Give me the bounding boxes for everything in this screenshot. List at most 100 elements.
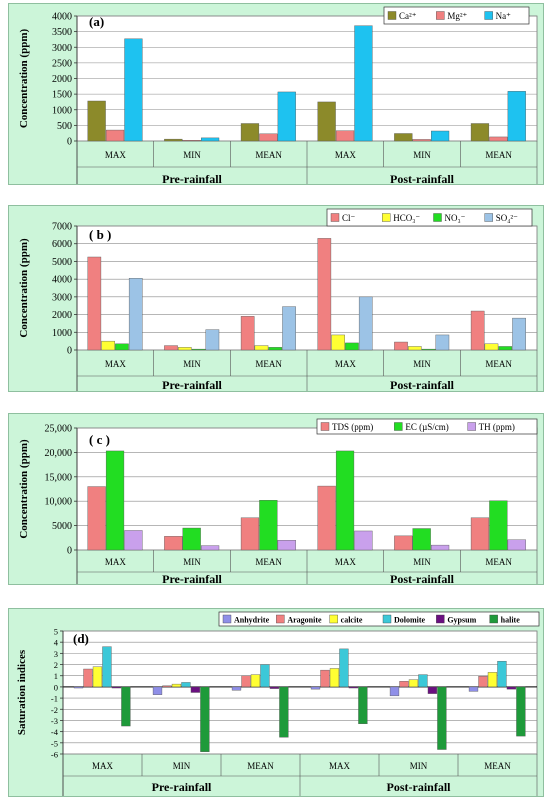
bar [468, 686, 479, 692]
bar [512, 317, 526, 351]
legend-label: Aragonite [287, 616, 322, 625]
bar [105, 450, 125, 551]
y-tick-label: 5 [54, 627, 58, 637]
y-tick-label: 3000 [52, 292, 72, 303]
bar [354, 25, 373, 142]
category-label: MEAN [485, 150, 512, 160]
legend-swatch [387, 11, 397, 20]
legend-label: calcite [341, 616, 363, 625]
plot-area [76, 427, 538, 551]
legend-label: Cl⁻ [342, 213, 356, 223]
y-tick-label: 25,000 [45, 424, 73, 435]
y-tick-label: 0 [67, 346, 72, 357]
legend-swatch [222, 614, 232, 624]
legend-swatch [382, 614, 392, 624]
legend-label: Gypsum [447, 616, 476, 625]
category-label: MAX [92, 761, 114, 771]
category-label: MEAN [485, 557, 512, 567]
bar [182, 140, 201, 142]
bar [254, 345, 269, 351]
legend-swatch [394, 422, 403, 431]
bar [87, 256, 102, 351]
bar [259, 133, 278, 142]
bar [470, 123, 490, 142]
category-label: MIN [183, 557, 201, 567]
legend-swatch [329, 614, 338, 624]
chart-a: 0 500 1000 1500 2000 2500 3000 3500 4000 MAX MIN ME… [18, 6, 538, 184]
y-tick-label: -3 [51, 716, 58, 726]
y-tick-label: 500 [57, 121, 72, 132]
panel-label: ( c ) [89, 432, 110, 447]
bar [506, 686, 517, 690]
bar [408, 346, 422, 351]
bar [317, 485, 336, 551]
bar [182, 527, 201, 551]
bar [240, 517, 260, 551]
bar [73, 686, 84, 689]
y-tick-label: 20,000 [45, 448, 73, 459]
y-tick-label: -5 [51, 738, 58, 748]
bar [507, 539, 526, 551]
category-label: MAX [105, 150, 127, 160]
y-tick-label: 1500 [52, 90, 72, 101]
bar [152, 686, 163, 695]
bar [282, 306, 296, 351]
bar [279, 686, 289, 738]
category-label: MAX [335, 150, 357, 160]
category-label: MIN [410, 761, 428, 771]
group-label: Post-rainfall [390, 378, 455, 391]
bar [101, 340, 115, 351]
y-tick-label: 0 [67, 546, 72, 557]
y-tick-label: 2 [54, 660, 58, 670]
chart-panel-b: 0 1000 2000 3000 4000 5000 6000 7000 MAX MIN MEAN M… [8, 205, 544, 392]
legend [326, 208, 533, 227]
bar [331, 334, 345, 351]
bar [345, 342, 359, 351]
bar [437, 686, 447, 750]
plot-area [62, 630, 538, 755]
bar [164, 138, 183, 142]
bar [418, 674, 428, 688]
bar [394, 133, 413, 142]
group-label: Pre-rainfall [162, 378, 222, 391]
bar [489, 136, 508, 142]
y-tick-label: 2000 [52, 74, 72, 85]
bar [310, 686, 321, 690]
category-label: MEAN [255, 557, 282, 567]
legend-label: Ca²⁺ [399, 11, 417, 21]
bar [470, 517, 490, 551]
group-label: Pre-rainfall [162, 172, 222, 184]
y-tick-label: 2000 [52, 310, 72, 321]
category-label: MEAN [247, 761, 274, 771]
bar [191, 348, 206, 351]
y-tick-label: -6 [51, 750, 58, 760]
category-label: MAX [105, 359, 127, 369]
legend-label: Mg²⁺ [447, 11, 467, 21]
y-tick-label: 1000 [52, 328, 72, 339]
bar [87, 100, 106, 142]
group-label: Post-rainfall [390, 172, 455, 184]
legend-label: SO₄²⁻ [496, 213, 518, 223]
y-tick-label: 3000 [52, 43, 72, 54]
chart-c: 0 5000 10,000 15,000 20,000 25,000 MAX MIN MEAN M… [18, 418, 538, 584]
chart-b: 0 1000 2000 3000 4000 5000 6000 7000 MAX MIN MEAN M… [18, 208, 538, 391]
y-tick-label: -4 [51, 727, 59, 737]
bar [484, 343, 499, 351]
bar [177, 347, 192, 351]
bar [164, 536, 183, 551]
bar [320, 669, 330, 688]
legend [383, 6, 530, 25]
panel-label: (a) [89, 14, 104, 29]
group-label: Pre-rainfall [152, 780, 212, 794]
legend-swatch [320, 422, 330, 431]
legend-label: Anhydrite [234, 616, 270, 625]
group-label: Pre-rainfall [162, 572, 222, 584]
category-label: MAX [335, 557, 357, 567]
y-axis-label: Concentration (ppm) [18, 29, 30, 129]
y-tick-label: 5000 [52, 521, 72, 532]
bar [431, 544, 450, 551]
bar [317, 101, 336, 142]
panel-label: (d) [73, 631, 89, 646]
category-label: MIN [173, 761, 191, 771]
legend-label: TDS (ppm) [332, 422, 373, 432]
